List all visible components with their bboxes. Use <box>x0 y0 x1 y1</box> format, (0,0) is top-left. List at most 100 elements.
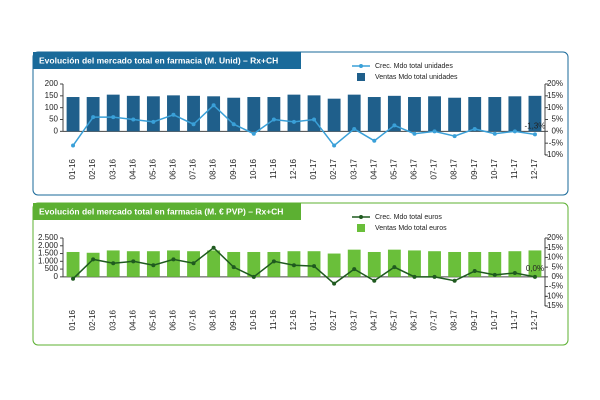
line-marker <box>231 122 236 127</box>
legend-label: Ventas Mdo total unidades <box>375 74 458 81</box>
bar <box>367 97 381 132</box>
x-tick-label: 04-16 <box>128 158 137 179</box>
bar <box>387 95 401 132</box>
x-tick-label: 06-17 <box>410 309 419 330</box>
x-tick-label: 12-16 <box>289 309 298 330</box>
bar <box>528 250 542 277</box>
x-tick-label: 11-16 <box>269 158 278 178</box>
y2-tick-label: 5% <box>551 115 563 124</box>
line-marker <box>392 265 397 270</box>
x-tick-label: 11-16 <box>269 309 278 329</box>
x-tick-label: 10-17 <box>490 158 499 179</box>
legend-swatch <box>357 224 365 232</box>
y2-tick-label: 10% <box>547 103 563 112</box>
bar <box>367 251 381 277</box>
line-marker <box>231 265 236 270</box>
line-marker <box>271 117 276 122</box>
y-tick-label: 50 <box>49 115 58 124</box>
bar <box>247 97 261 132</box>
line-marker <box>291 263 296 268</box>
bar <box>327 98 341 132</box>
x-tick-label: 02-17 <box>329 309 338 330</box>
line-marker <box>131 117 136 122</box>
y2-tick-label: 10% <box>547 253 563 262</box>
bar <box>307 251 321 277</box>
x-tick-label: 03-17 <box>349 158 358 179</box>
bar <box>347 94 361 132</box>
bar <box>307 95 321 132</box>
line-marker <box>211 245 216 250</box>
line-marker <box>251 131 256 136</box>
line-marker <box>432 274 437 279</box>
line-marker <box>332 281 337 286</box>
y2-tick-label: -10% <box>544 291 563 300</box>
y-tick-label: 1.000 <box>38 256 59 265</box>
x-tick-label: 02-17 <box>329 158 338 179</box>
x-tick-label: 09-17 <box>470 158 479 179</box>
y2-tick-label: 15% <box>547 91 563 100</box>
title-tab <box>33 52 301 69</box>
bar <box>347 249 361 277</box>
line-marker <box>171 257 176 262</box>
line-marker <box>171 112 176 117</box>
line-marker <box>131 259 136 264</box>
bar <box>146 96 160 132</box>
bar <box>387 249 401 277</box>
line-marker <box>512 270 517 275</box>
line-marker <box>91 257 96 262</box>
line-marker <box>432 129 437 134</box>
y-tick-label: 1.500 <box>38 249 59 258</box>
bar <box>167 250 180 277</box>
y2-tick-label: -10% <box>544 150 563 159</box>
bar <box>227 97 241 132</box>
bar <box>126 95 140 132</box>
x-tick-label: 01-17 <box>309 309 318 330</box>
line <box>72 104 536 147</box>
x-tick-label: 07-17 <box>430 309 439 330</box>
x-tick-label: 06-16 <box>169 309 178 330</box>
line-marker <box>111 261 116 266</box>
x-tick-label: 12-17 <box>530 309 539 330</box>
bar <box>126 251 140 277</box>
x-tick-label: 09-16 <box>229 158 238 179</box>
legend-swatch <box>357 73 365 81</box>
x-tick-label: 08-17 <box>450 158 459 179</box>
y2-tick-label: 20% <box>547 79 563 88</box>
bar <box>247 251 261 277</box>
line-marker <box>191 122 196 127</box>
line-marker <box>472 126 477 131</box>
y-tick-label: 2.500 <box>38 233 59 242</box>
y-tick-label: 200 <box>45 79 59 88</box>
line <box>72 246 536 285</box>
legend-label: Crec. Mdo total unidades <box>375 63 453 70</box>
bar <box>488 97 502 132</box>
line-marker <box>472 269 477 274</box>
x-tick-label: 08-17 <box>450 309 459 330</box>
line-marker <box>452 278 457 283</box>
x-tick-label: 06-17 <box>410 158 419 179</box>
line-marker <box>191 261 196 266</box>
legend-marker <box>359 64 363 68</box>
x-tick-label: 07-17 <box>430 158 439 179</box>
x-tick-label: 11-17 <box>510 158 519 178</box>
data-label: 0,0% <box>526 264 544 273</box>
x-tick-label: 02-16 <box>88 158 97 179</box>
x-tick-label: 05-16 <box>148 309 157 330</box>
bar <box>408 97 421 132</box>
line-marker <box>211 103 216 108</box>
y-tick-label: 100 <box>45 103 59 112</box>
x-tick-label: 10-16 <box>249 158 258 179</box>
line-marker <box>151 263 156 268</box>
x-tick-label: 09-16 <box>229 309 238 330</box>
y2-tick-label: -5% <box>549 282 563 291</box>
x-tick-label: 03-16 <box>108 309 117 330</box>
x-tick-label: 03-17 <box>349 309 358 330</box>
line-marker <box>271 259 276 264</box>
x-tick-label: 12-17 <box>530 158 539 179</box>
bar <box>428 251 441 277</box>
line-marker <box>91 115 96 120</box>
line-marker <box>111 115 116 120</box>
x-tick-label: 05-17 <box>389 158 398 179</box>
bar <box>448 97 462 132</box>
